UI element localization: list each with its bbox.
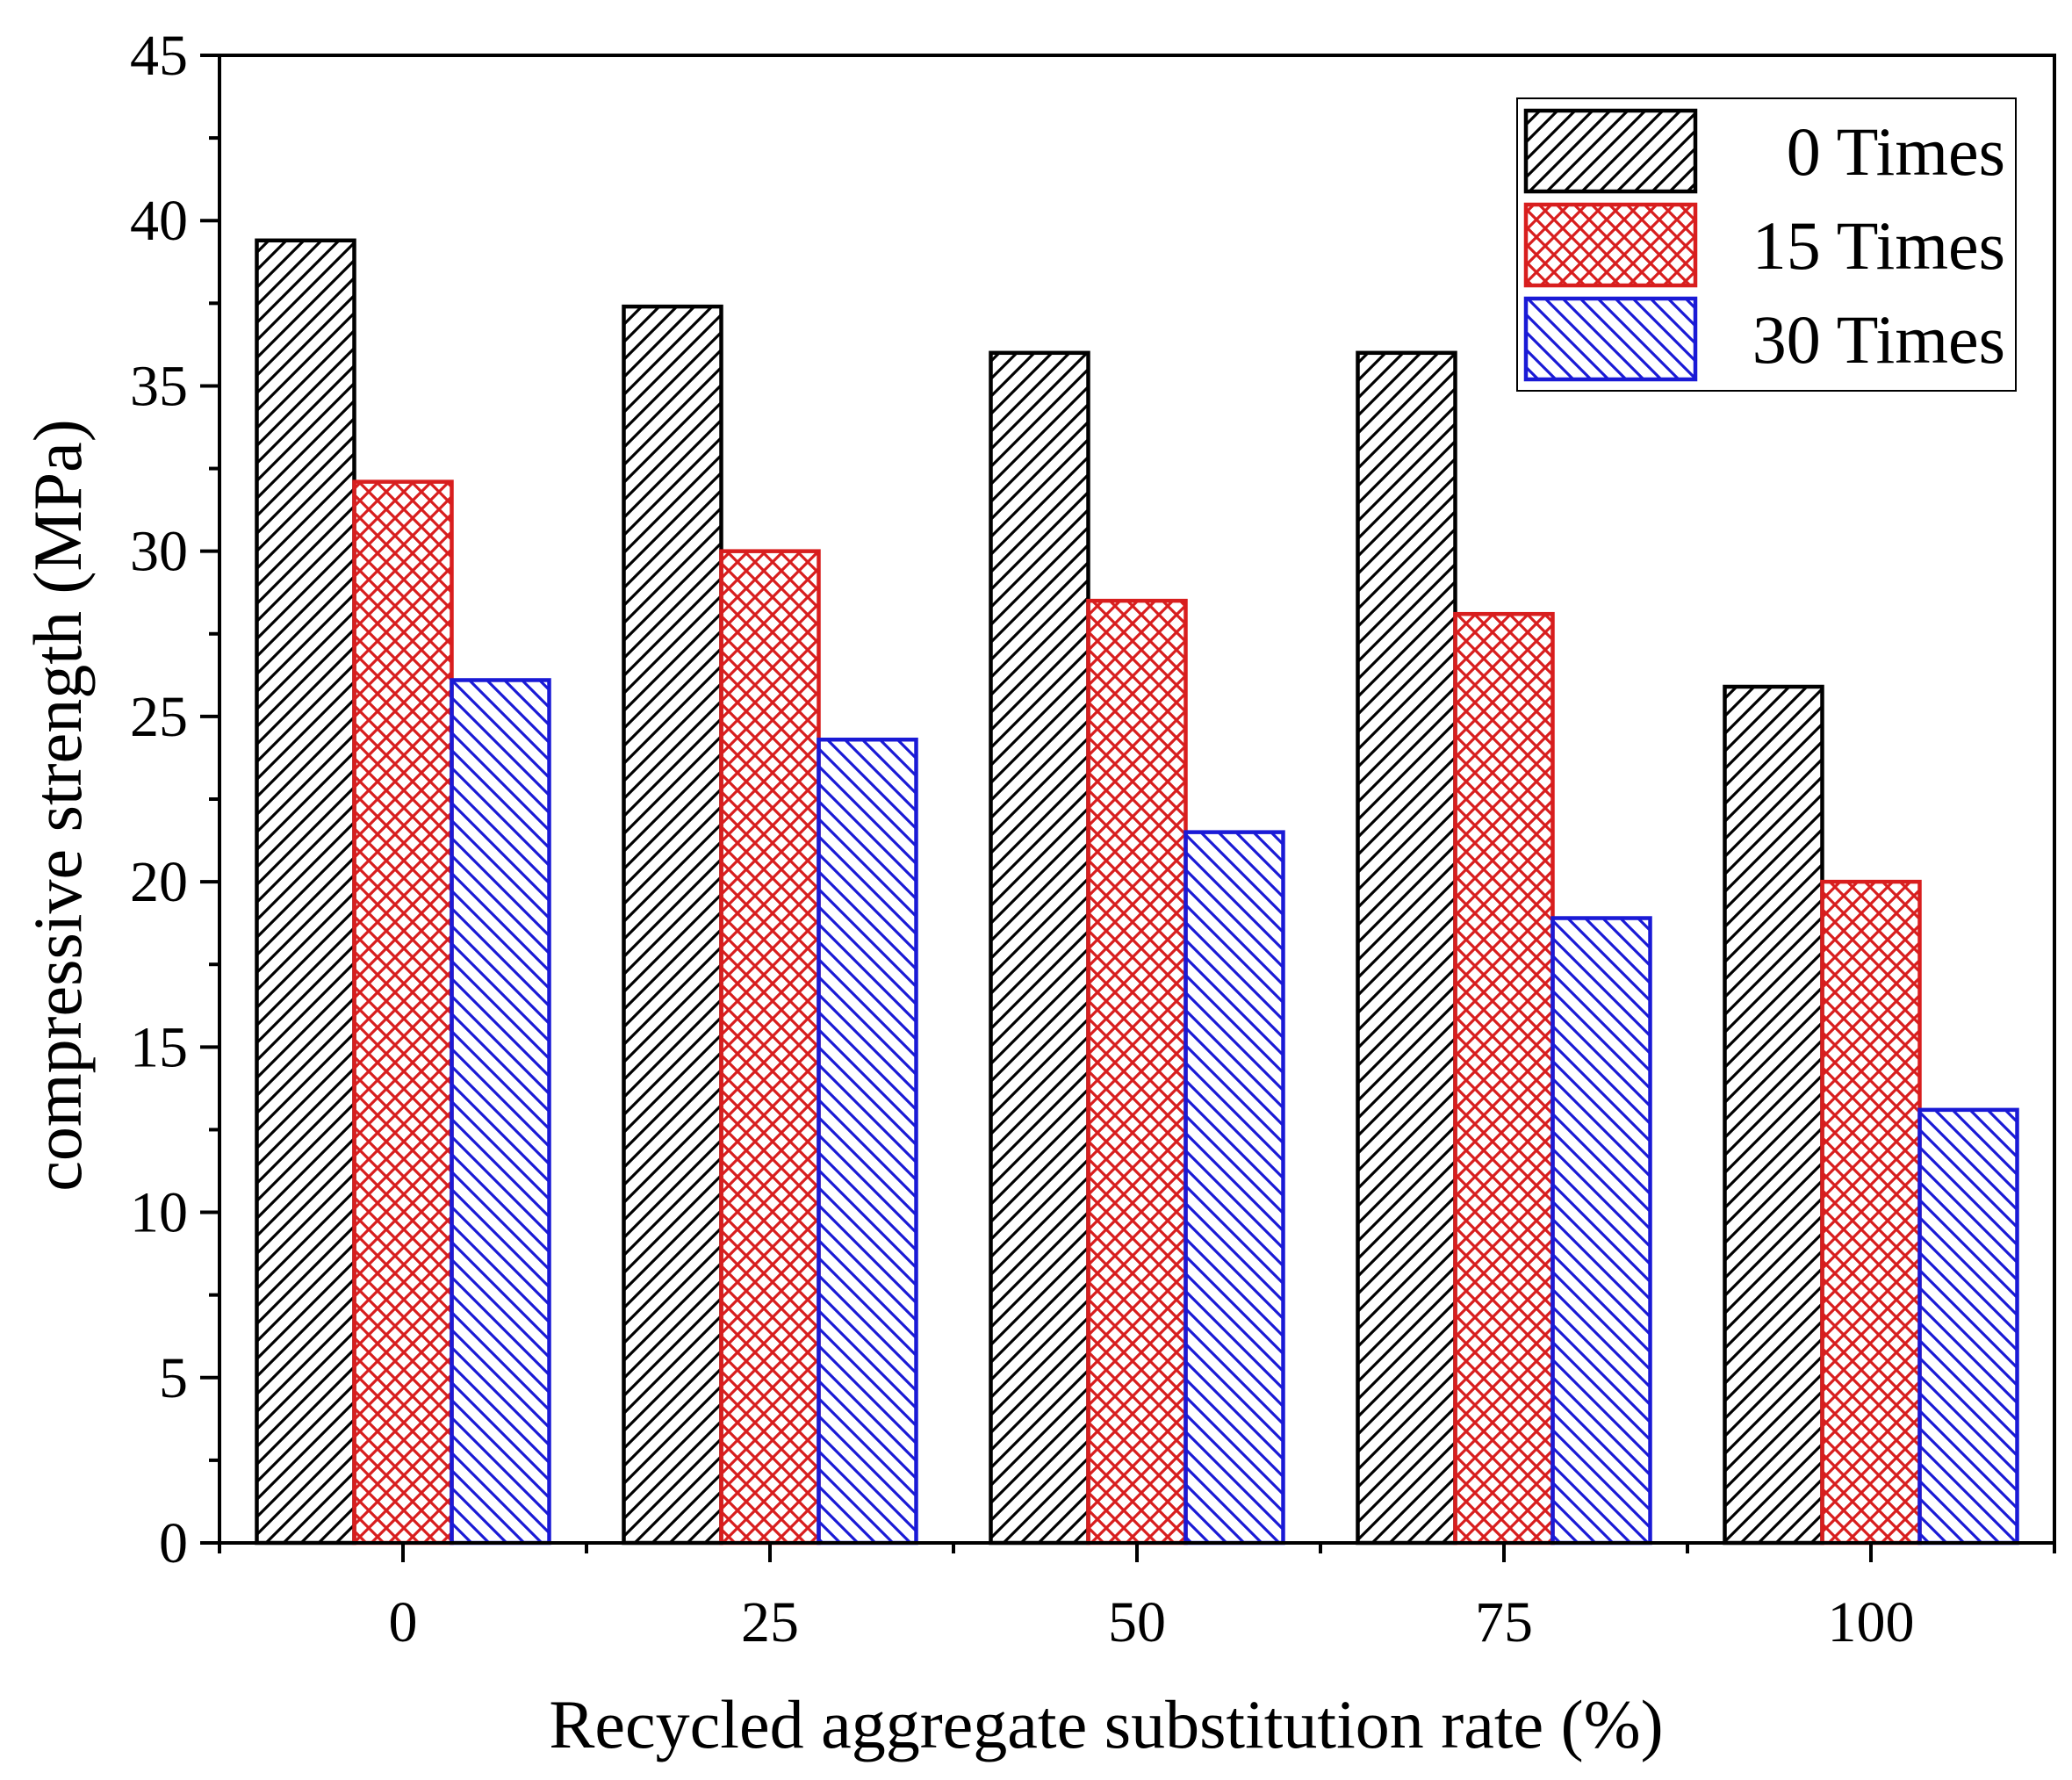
legend-swatch-15-times bbox=[1523, 202, 1698, 288]
legend-swatch-30-times bbox=[1523, 296, 1698, 382]
y-tick-label: 45 bbox=[130, 24, 188, 88]
x-tick-label: 50 bbox=[1108, 1590, 1166, 1654]
y-tick-label: 40 bbox=[130, 189, 188, 253]
legend-swatch-0-times bbox=[1523, 108, 1698, 194]
y-tick-label: 35 bbox=[130, 354, 188, 418]
bar-0-times-100 bbox=[1723, 684, 1824, 1546]
x-tick-label: 75 bbox=[1475, 1590, 1533, 1654]
bar-30-times-25 bbox=[817, 737, 918, 1546]
y-tick-label: 0 bbox=[159, 1511, 188, 1575]
bar-0-times-75 bbox=[1356, 350, 1457, 1546]
bar-30-times-0 bbox=[450, 678, 551, 1546]
legend-label: 30 Times bbox=[1752, 301, 2005, 378]
y-tick-label: 10 bbox=[130, 1181, 188, 1245]
bar-0-times-0 bbox=[255, 238, 356, 1546]
bar-30-times-75 bbox=[1550, 916, 1652, 1546]
y-tick-label: 30 bbox=[130, 520, 188, 584]
bar-0-times-50 bbox=[989, 350, 1090, 1546]
x-axis-title: Recycled aggregate substitution rate (%) bbox=[549, 1686, 1663, 1762]
legend-label: 15 Times bbox=[1752, 207, 2005, 284]
bar-15-times-75 bbox=[1453, 611, 1555, 1546]
bar-30-times-100 bbox=[1917, 1107, 2019, 1546]
y-tick-label: 20 bbox=[130, 850, 188, 914]
bar-30-times-50 bbox=[1183, 830, 1285, 1546]
x-tick-label: 0 bbox=[389, 1590, 418, 1654]
bar-15-times-0 bbox=[352, 479, 454, 1546]
bar-15-times-25 bbox=[719, 549, 821, 1546]
legend-label: 0 Times bbox=[1787, 113, 2005, 190]
y-tick-label: 25 bbox=[130, 685, 188, 749]
bar-0-times-25 bbox=[622, 304, 723, 1546]
bar-15-times-100 bbox=[1820, 879, 1922, 1546]
y-axis-title: compressive strength (MPa) bbox=[19, 419, 96, 1191]
x-tick-label: 100 bbox=[1828, 1590, 1915, 1654]
y-tick-label: 5 bbox=[159, 1346, 188, 1410]
bar-15-times-50 bbox=[1086, 598, 1188, 1546]
legend: 0 Times 15 Times 30 Times bbox=[1516, 97, 2017, 392]
y-tick-label: 15 bbox=[130, 1015, 188, 1079]
x-tick-label: 25 bbox=[741, 1590, 799, 1654]
